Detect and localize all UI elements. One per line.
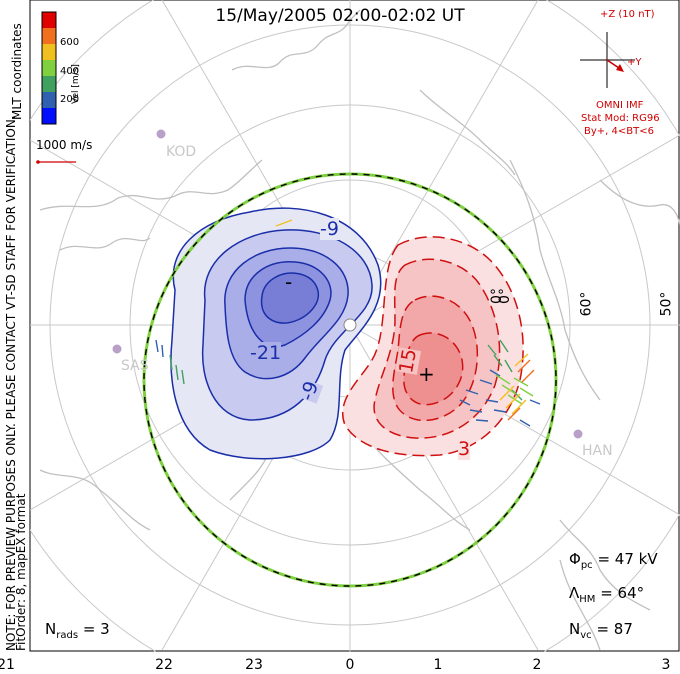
reference-vector-label: 1000 m/s — [36, 138, 93, 152]
site-label-sas: SAS — [121, 358, 149, 374]
site-label-han: HAN — [582, 443, 613, 459]
mlt-tick-21: 21 — [0, 657, 15, 673]
lat-label-50: 50° — [658, 291, 675, 317]
potential-min-marker: - — [285, 270, 293, 294]
stat-model: Stat Mod: RG96 — [581, 113, 660, 124]
reference-vector — [36, 160, 76, 164]
mlt-tick-22: 22 — [155, 657, 173, 673]
imf-plus-y-label: +Y — [627, 57, 642, 68]
imf-source: OMNI IMF — [596, 100, 644, 111]
mlt-tick-1: 1 — [433, 657, 443, 673]
lat-label-80: 0° — [496, 288, 513, 304]
colorbar-block — [42, 12, 56, 28]
site-label-kod: KOD — [166, 144, 197, 160]
colorbar-tick-200: 200 — [60, 94, 80, 105]
colorbar-tick-600: 600 — [60, 37, 80, 48]
velocity-colorbar — [41, 11, 57, 125]
mlt-tick-3: 3 — [661, 657, 671, 673]
lat-label-60: 60° — [578, 291, 595, 317]
page-title: 15/May/2005 02:00-02:02 UT — [215, 6, 465, 26]
fit-order-label: FitOrder: 8, mapEX format — [14, 493, 28, 651]
polar-cap-potential: Φpc = 47 kV — [569, 550, 658, 571]
radar-count: Nrads = 3 — [45, 620, 110, 641]
positive-convection-cell — [342, 236, 524, 457]
colorbar-block — [42, 28, 56, 44]
hm-boundary-latitude: ΛHM = 64° — [569, 584, 645, 605]
mlt-tick-2: 2 — [532, 657, 542, 673]
colorbar-block — [42, 76, 56, 92]
colorbar-block — [42, 60, 56, 76]
colorbar-block — [42, 92, 56, 108]
imf-plus-z-label: +Z (10 nT) — [600, 9, 655, 20]
vector-count: Nvc = 87 — [569, 620, 633, 641]
colorbar-block — [42, 44, 56, 60]
velocity-vectors — [155, 219, 541, 427]
stat-condition: By+, 4<BT<6 — [584, 126, 654, 137]
contour-label-neg-inner: -21 — [250, 342, 282, 364]
mlt-tick-0: 0 — [345, 657, 355, 673]
colorbar-block — [42, 108, 56, 124]
radar-sites — [112, 129, 583, 439]
potential-max-marker: + — [418, 362, 435, 386]
imf-dial — [580, 32, 635, 88]
contour-label-neg-outer: -9 — [320, 218, 339, 240]
colorbar-tick-400: 400 — [60, 66, 80, 77]
pole-marker — [343, 318, 357, 332]
coordinate-system-label: MLT coordinates — [10, 23, 24, 120]
contour-label-pos-outer: 3 — [458, 438, 471, 460]
mlt-tick-23: 23 — [245, 657, 263, 673]
